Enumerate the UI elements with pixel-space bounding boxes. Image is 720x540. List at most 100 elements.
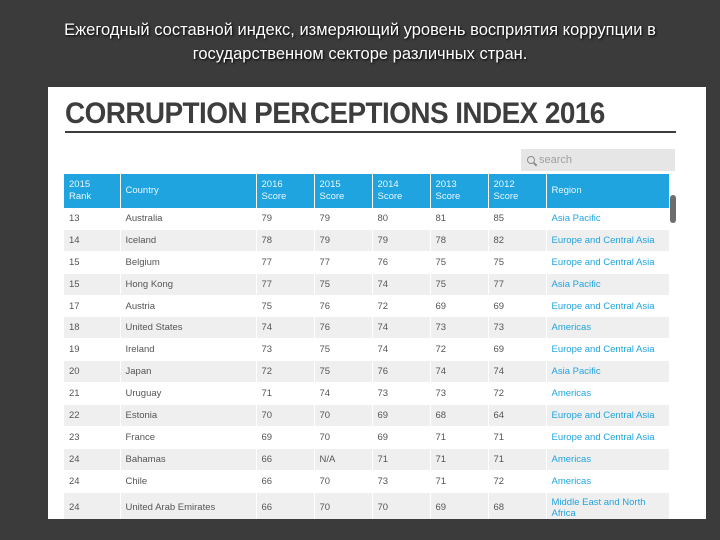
header-label: Region xyxy=(551,185,582,196)
table-row: 21 Uruguay 71 74 73 73 72 Americas xyxy=(64,382,669,406)
col-2015-score-header[interactable]: 2015 Score xyxy=(313,174,372,208)
country-cell: Hong Kong xyxy=(119,273,256,296)
region-cell[interactable]: Americas xyxy=(545,316,669,340)
country-cell: Belgium xyxy=(119,251,256,274)
score-2016-cell: 69 xyxy=(255,426,314,449)
score-2014-cell: 76 xyxy=(371,251,430,274)
region-cell[interactable]: Asia Pacific xyxy=(545,273,669,296)
score-2015-cell: 70 xyxy=(313,492,372,519)
score-2012-cell: 73 xyxy=(487,316,546,340)
col-2012-score-header[interactable]: 2012 Score xyxy=(487,174,546,208)
col-2013-score-header[interactable]: 2013 Score xyxy=(429,174,488,208)
region-cell[interactable]: Europe and Central Asia xyxy=(545,404,669,427)
score-2013-cell: 72 xyxy=(429,338,488,362)
score-2012-cell: 74 xyxy=(487,360,546,384)
rank-cell: 21 xyxy=(64,382,120,406)
search-icon xyxy=(527,155,537,167)
score-2012-cell: 68 xyxy=(487,492,546,519)
region-cell[interactable]: Europe and Central Asia xyxy=(545,426,669,449)
score-2012-cell: 69 xyxy=(487,338,546,362)
score-2016-cell: 77 xyxy=(255,273,314,296)
region-cell[interactable]: Europe and Central Asia xyxy=(545,251,669,274)
col-rank-header[interactable]: 2015 Rank xyxy=(64,174,120,208)
header-label: Score xyxy=(261,191,287,202)
score-2016-cell: 66 xyxy=(255,470,314,493)
score-2016-cell: 66 xyxy=(255,448,314,471)
col-region-header[interactable]: Region xyxy=(545,174,669,208)
score-2015-cell: N/A xyxy=(313,448,372,471)
score-2014-cell: 74 xyxy=(371,338,430,362)
region-cell[interactable]: Asia Pacific xyxy=(545,208,669,230)
header-label: 2015 xyxy=(319,179,341,190)
score-2013-cell: 75 xyxy=(429,273,488,296)
country-cell: Australia xyxy=(119,208,256,230)
score-2016-cell: 75 xyxy=(255,295,314,318)
score-2013-cell: 73 xyxy=(429,382,488,406)
score-2016-cell: 70 xyxy=(255,404,314,427)
caption-line-2: государственном секторе различных стран. xyxy=(192,45,528,63)
region-cell[interactable]: Americas xyxy=(545,382,669,406)
rank-cell: 15 xyxy=(64,251,120,274)
table-row: 17 Austria 75 76 72 69 69 Europe and Central As… xyxy=(64,295,669,318)
table-row: 23 France 69 70 69 71 71 Europe and Central Asi… xyxy=(64,426,669,449)
cpi-table: 2015 Rank Country 2016 Score 2015 Score 2014 Sco… xyxy=(64,174,669,519)
header-label: 2012 xyxy=(493,179,515,190)
region-cell[interactable]: Asia Pacific xyxy=(545,360,669,384)
table-row: 20 Japan 72 75 76 74 74 Asia Pacific xyxy=(64,360,669,384)
region-cell[interactable]: Europe and Central Asia xyxy=(545,229,669,252)
score-2014-cell: 74 xyxy=(371,316,430,340)
rank-cell: 24 xyxy=(64,448,120,471)
score-2015-cell: 74 xyxy=(313,382,372,406)
region-cell[interactable]: Americas xyxy=(545,448,669,471)
region-cell[interactable]: Europe and Central Asia xyxy=(545,295,669,318)
table-row: 24 Chile 66 70 73 71 72 Americas xyxy=(64,470,669,493)
score-2014-cell: 72 xyxy=(371,295,430,318)
region-cell[interactable]: Middle East and North Africa xyxy=(545,492,669,519)
rank-cell: 17 xyxy=(64,295,120,318)
country-cell: Estonia xyxy=(119,404,256,427)
table-body: 13 Australia 79 79 80 81 85 Asia Pacific 14 Icela… xyxy=(64,208,669,519)
score-2014-cell: 73 xyxy=(371,382,430,406)
region-cell[interactable]: Europe and Central Asia xyxy=(545,338,669,362)
table-header-row: 2015 Rank Country 2016 Score 2015 Score 2014 Sco… xyxy=(64,174,669,208)
score-2012-cell: 72 xyxy=(487,382,546,406)
table-row: 19 Ireland 73 75 74 72 69 Europe and Central As… xyxy=(64,338,669,362)
search-input[interactable]: search xyxy=(521,149,675,171)
score-2016-cell: 79 xyxy=(255,208,314,230)
country-cell: Bahamas xyxy=(119,448,256,471)
score-2016-cell: 66 xyxy=(255,492,314,519)
score-2013-cell: 78 xyxy=(429,229,488,252)
table-row: 13 Australia 79 79 80 81 85 Asia Pacific xyxy=(64,208,669,230)
region-cell[interactable]: Americas xyxy=(545,470,669,493)
score-2014-cell: 71 xyxy=(371,448,430,471)
col-2014-score-header[interactable]: 2014 Score xyxy=(371,174,430,208)
scrollbar-thumb[interactable] xyxy=(670,195,676,223)
score-2016-cell: 71 xyxy=(255,382,314,406)
score-2013-cell: 69 xyxy=(429,295,488,318)
rank-cell: 20 xyxy=(64,360,120,384)
country-cell: Austria xyxy=(119,295,256,318)
score-2016-cell: 78 xyxy=(255,229,314,252)
country-cell: Uruguay xyxy=(119,382,256,406)
score-2012-cell: 75 xyxy=(487,251,546,274)
header-label: 2015 xyxy=(69,179,91,190)
score-2014-cell: 69 xyxy=(371,426,430,449)
score-2015-cell: 75 xyxy=(313,273,372,296)
score-2012-cell: 85 xyxy=(487,208,546,230)
country-cell: Ireland xyxy=(119,338,256,362)
score-2013-cell: 69 xyxy=(429,492,488,519)
title-divider xyxy=(65,131,676,133)
score-2014-cell: 73 xyxy=(371,470,430,493)
score-2012-cell: 71 xyxy=(487,448,546,471)
score-2015-cell: 70 xyxy=(313,404,372,427)
score-2015-cell: 79 xyxy=(313,229,372,252)
col-2016-score-header[interactable]: 2016 Score xyxy=(255,174,314,208)
col-country-header[interactable]: Country xyxy=(119,174,256,208)
header-label: 2014 xyxy=(377,179,399,190)
score-2014-cell: 76 xyxy=(371,360,430,384)
score-2016-cell: 74 xyxy=(255,316,314,340)
score-2015-cell: 75 xyxy=(313,338,372,362)
score-2015-cell: 79 xyxy=(313,208,372,230)
country-cell: United States xyxy=(119,316,256,340)
header-label: Score xyxy=(377,191,403,202)
